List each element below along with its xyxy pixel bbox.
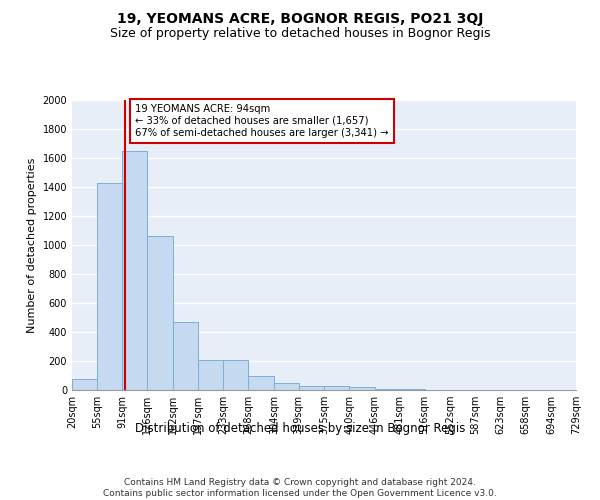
Bar [198,360,223,390]
Bar [325,386,349,390]
Text: 19, YEOMANS ACRE, BOGNOR REGIS, PO21 3QJ: 19, YEOMANS ACRE, BOGNOR REGIS, PO21 3QJ [117,12,483,26]
Bar [122,151,148,390]
Text: 19 YEOMANS ACRE: 94sqm
← 33% of detached houses are smaller (1,657)
67% of semi-: 19 YEOMANS ACRE: 94sqm ← 33% of detached… [135,104,389,138]
Bar [248,376,274,390]
Bar [274,383,299,390]
Bar [173,322,198,390]
Bar [299,386,325,390]
Bar [223,360,248,390]
Text: Contains HM Land Registry data © Crown copyright and database right 2024.
Contai: Contains HM Land Registry data © Crown c… [103,478,497,498]
Text: Size of property relative to detached houses in Bognor Regis: Size of property relative to detached ho… [110,28,490,40]
Bar [148,236,173,390]
Bar [72,379,97,390]
Text: Distribution of detached houses by size in Bognor Regis: Distribution of detached houses by size … [135,422,465,435]
Bar [375,388,400,390]
Y-axis label: Number of detached properties: Number of detached properties [27,158,37,332]
Bar [349,387,375,390]
Bar [97,182,122,390]
